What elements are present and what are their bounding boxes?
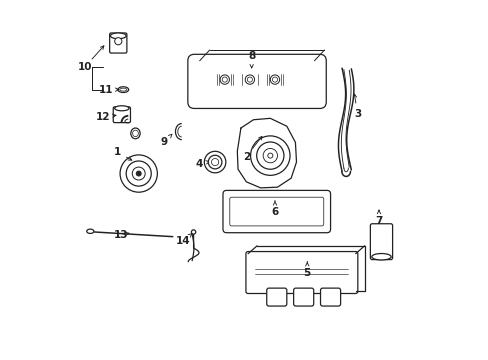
Ellipse shape xyxy=(131,128,140,139)
Circle shape xyxy=(267,153,272,158)
FancyBboxPatch shape xyxy=(223,190,330,233)
Text: 6: 6 xyxy=(271,207,278,217)
Ellipse shape xyxy=(110,33,126,39)
FancyBboxPatch shape xyxy=(293,288,313,306)
Text: 1: 1 xyxy=(113,147,121,157)
Ellipse shape xyxy=(132,130,138,136)
Ellipse shape xyxy=(371,253,390,260)
Circle shape xyxy=(208,155,222,169)
Ellipse shape xyxy=(118,87,128,93)
Circle shape xyxy=(136,171,141,176)
Circle shape xyxy=(120,155,157,192)
Circle shape xyxy=(247,77,252,82)
Circle shape xyxy=(204,151,225,173)
Text: 2: 2 xyxy=(242,152,249,162)
FancyBboxPatch shape xyxy=(109,33,126,53)
Circle shape xyxy=(191,230,195,234)
Text: 9: 9 xyxy=(160,138,167,147)
FancyBboxPatch shape xyxy=(229,197,323,226)
Circle shape xyxy=(272,77,277,82)
Circle shape xyxy=(220,75,229,84)
FancyBboxPatch shape xyxy=(369,224,392,260)
Text: 7: 7 xyxy=(374,216,382,226)
Circle shape xyxy=(256,142,284,169)
Text: 8: 8 xyxy=(247,51,255,61)
Text: 3: 3 xyxy=(353,109,360,119)
Text: 12: 12 xyxy=(95,112,110,122)
FancyBboxPatch shape xyxy=(266,288,286,306)
Text: 14: 14 xyxy=(176,236,190,246)
Text: 5: 5 xyxy=(303,267,310,278)
Circle shape xyxy=(270,75,279,84)
Circle shape xyxy=(222,77,227,82)
FancyBboxPatch shape xyxy=(187,54,325,108)
Circle shape xyxy=(244,75,254,84)
Circle shape xyxy=(263,148,277,163)
Circle shape xyxy=(132,167,145,180)
FancyBboxPatch shape xyxy=(113,107,130,123)
Ellipse shape xyxy=(115,106,129,111)
Text: 10: 10 xyxy=(78,62,92,72)
Circle shape xyxy=(115,38,122,45)
Circle shape xyxy=(211,158,218,166)
Ellipse shape xyxy=(86,229,94,233)
Circle shape xyxy=(250,136,289,175)
FancyBboxPatch shape xyxy=(245,252,357,293)
Circle shape xyxy=(126,161,151,186)
Ellipse shape xyxy=(120,88,126,91)
Text: 4: 4 xyxy=(196,159,203,169)
FancyBboxPatch shape xyxy=(320,288,340,306)
Text: 11: 11 xyxy=(99,85,113,95)
Text: 13: 13 xyxy=(113,230,128,239)
